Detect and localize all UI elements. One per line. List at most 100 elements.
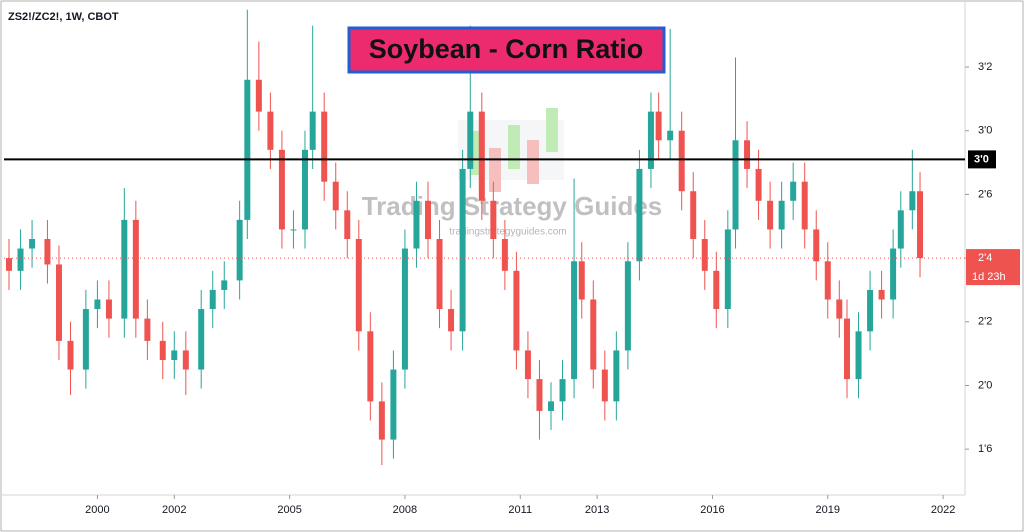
candle-body <box>917 191 924 259</box>
candle-body <box>182 350 189 370</box>
candle-body <box>94 299 101 310</box>
candle-body <box>332 181 339 211</box>
candle-body <box>301 149 308 230</box>
candle-body <box>843 318 850 380</box>
candle-body <box>209 289 216 310</box>
candle-body <box>601 369 608 402</box>
candle-body <box>255 79 262 112</box>
chart-title: Soybean - Corn Ratio <box>369 34 644 64</box>
reference-label-bg <box>968 150 996 169</box>
candle-body <box>367 331 374 402</box>
y-tick-label: 1'6 <box>978 443 992 455</box>
y-tick-label: 3'0 <box>978 125 992 137</box>
candle-body <box>459 168 466 332</box>
candle-body <box>801 181 808 230</box>
candle-body <box>236 219 243 281</box>
candle-body <box>344 210 351 239</box>
symbol-label: ZS2!/ZC2!, 1W, CBOT <box>8 11 119 23</box>
candle-body <box>221 280 228 290</box>
candle-body <box>767 200 774 230</box>
candle-body <box>513 270 520 351</box>
title-box <box>347 26 666 74</box>
candle-body <box>744 140 751 169</box>
candle-body <box>536 379 543 411</box>
candle-body <box>678 130 685 192</box>
candle-body <box>501 238 508 271</box>
candle-body <box>309 111 316 150</box>
candle-body <box>636 168 643 262</box>
candle-body <box>121 219 128 319</box>
y-tick-label: 2'2 <box>978 316 992 328</box>
x-tick-label: 2005 <box>277 504 301 516</box>
x-tick-label: 2008 <box>393 504 417 516</box>
candle-body <box>897 210 904 249</box>
x-tick-label: 2016 <box>700 504 724 516</box>
candle-body <box>855 331 862 380</box>
candle-body <box>755 168 762 201</box>
candle-body <box>355 238 362 332</box>
x-tick-label: 2022 <box>931 504 955 516</box>
candle-body <box>105 299 112 319</box>
candle-body <box>867 289 874 332</box>
candle-body <box>44 238 51 265</box>
last-price-label: 2'4 <box>978 252 992 264</box>
candle-body <box>524 350 531 380</box>
candle-body <box>732 140 739 230</box>
candle-body <box>198 309 205 370</box>
candle-body <box>378 401 385 440</box>
candle-body <box>413 200 420 249</box>
candle-body <box>290 229 297 231</box>
candle-body <box>171 350 178 360</box>
candle-body <box>159 340 166 360</box>
candle-body <box>590 299 597 370</box>
last-price-label-bg <box>966 249 1020 286</box>
candle-body <box>55 264 62 341</box>
candle-body <box>132 219 139 319</box>
x-tick-label: 2002 <box>162 504 186 516</box>
candle-body <box>17 248 24 271</box>
candle-body <box>424 200 431 239</box>
candle-body <box>390 369 397 440</box>
candle-body <box>244 79 251 220</box>
y-tick-label: 3'2 <box>978 61 992 73</box>
candle-body <box>67 340 74 370</box>
candle-body <box>836 299 843 319</box>
candle-body <box>559 379 566 402</box>
candle-body <box>824 261 831 300</box>
candle-body <box>613 350 620 402</box>
candle-body <box>713 270 720 310</box>
candle-body <box>29 238 36 249</box>
x-tick-label: 2013 <box>585 504 609 516</box>
y-tick-label: 2'6 <box>978 188 992 200</box>
candle-body <box>909 191 916 211</box>
x-tick-label: 2000 <box>85 504 109 516</box>
reference-label: 3'0 <box>974 153 989 165</box>
candle-body <box>667 130 674 141</box>
candle-body <box>724 229 731 310</box>
x-tick-label: 2019 <box>816 504 840 516</box>
candle-body <box>778 200 785 230</box>
y-tick-label: 2'0 <box>978 379 992 391</box>
candle-body <box>5 258 12 271</box>
candle-body <box>701 238 708 271</box>
candle-body <box>267 111 274 150</box>
candle-body <box>321 111 328 182</box>
candle-body <box>624 261 631 351</box>
candle-body <box>467 111 474 169</box>
candle-body <box>82 309 89 370</box>
candle-body <box>478 111 485 201</box>
candle-body <box>790 181 797 201</box>
x-tick-label: 2011 <box>508 504 532 516</box>
watermark-logo <box>458 108 564 192</box>
watermark: Trading Strategy Guides <box>362 191 663 221</box>
candle-body <box>278 149 285 230</box>
candle-body <box>548 401 555 411</box>
candle-body <box>890 248 897 300</box>
candle-body <box>571 261 578 380</box>
candle-body <box>448 309 455 332</box>
candle-body <box>490 200 497 239</box>
candle-body <box>655 111 662 141</box>
candle-body <box>878 289 885 300</box>
candle-body <box>436 238 443 310</box>
